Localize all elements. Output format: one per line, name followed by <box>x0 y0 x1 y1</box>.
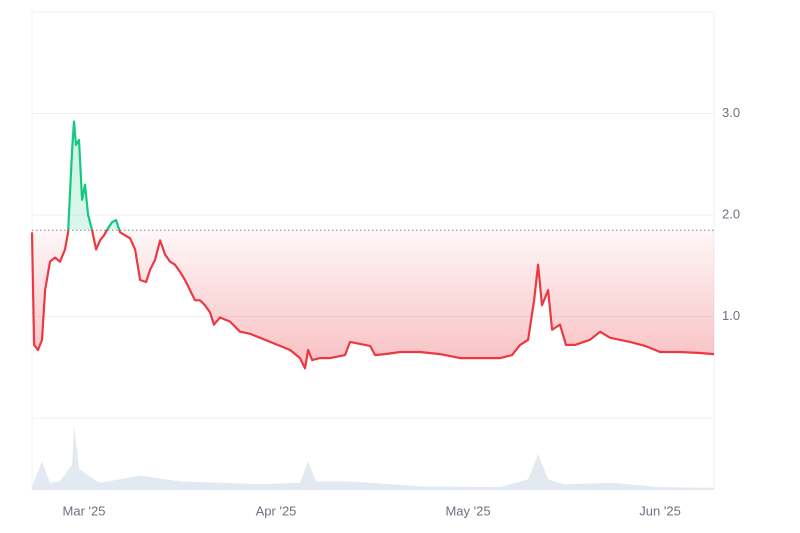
y-tick-label: 2.0 <box>722 206 740 221</box>
price-area <box>32 121 714 369</box>
y-tick-label: 1.0 <box>722 308 740 323</box>
x-tick-label: Apr '25 <box>256 503 297 518</box>
volume-area <box>32 425 714 490</box>
y-tick-label: 3.0 <box>722 105 740 120</box>
x-tick-label: May '25 <box>445 503 490 518</box>
x-tick-label: Mar '25 <box>63 503 106 518</box>
price-line <box>30 120 715 370</box>
x-tick-label: Jun '25 <box>639 503 681 518</box>
